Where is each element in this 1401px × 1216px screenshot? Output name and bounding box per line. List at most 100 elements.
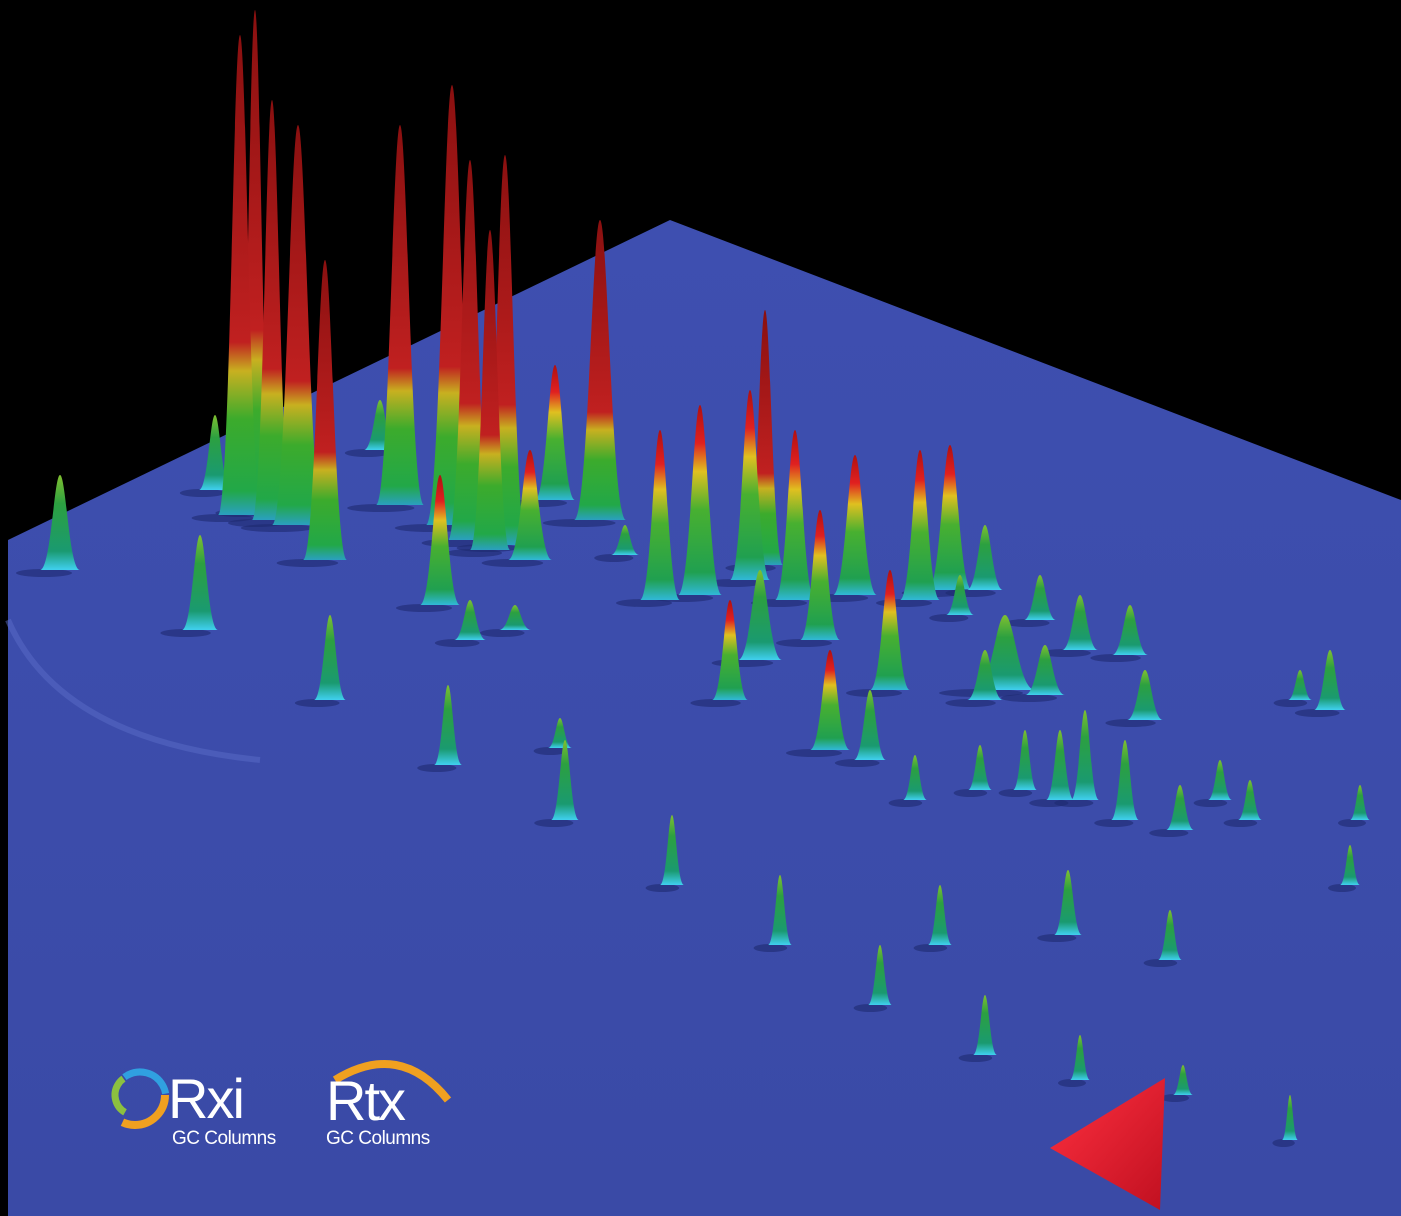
peak-shadow: [1273, 699, 1308, 707]
peak-shadow: [1029, 799, 1069, 807]
peak: [182, 535, 218, 630]
peak: [1166, 785, 1194, 830]
plane-edge: [5, 618, 261, 763]
peak-shadow: [1149, 829, 1189, 837]
peak: [640, 430, 680, 600]
peak: [660, 815, 684, 885]
peak: [1340, 845, 1360, 885]
peak: [199, 415, 231, 490]
peak: [252, 100, 292, 520]
peak: [1282, 1095, 1298, 1140]
peak: [499, 605, 531, 630]
peak: [1238, 780, 1262, 820]
peak: [1013, 730, 1037, 790]
peak-shadow: [1090, 654, 1141, 662]
logo-swirl: [101, 1061, 169, 1129]
peak-shadow: [16, 569, 72, 577]
peak: [1062, 595, 1098, 650]
logo-swirl: [111, 1071, 159, 1119]
peak-shadow: [1223, 819, 1258, 827]
peak-shadow: [690, 699, 741, 707]
peak: [833, 455, 877, 595]
peak: [470, 230, 510, 550]
peak: [738, 570, 782, 660]
peak: [946, 575, 974, 615]
peak: [434, 685, 462, 765]
peak-shadow: [1294, 709, 1340, 717]
peak: [218, 35, 262, 515]
peak-shadow: [1272, 1139, 1295, 1147]
logo-swirl: [110, 1068, 170, 1128]
peak-shadow: [913, 944, 948, 952]
peak: [1071, 710, 1099, 800]
peak: [1025, 645, 1065, 695]
peak: [967, 650, 1003, 700]
peak: [870, 570, 910, 690]
peak: [800, 510, 840, 640]
peak: [868, 945, 892, 1005]
peak: [420, 475, 460, 605]
peak-shadow: [446, 549, 502, 557]
peak-shadow: [853, 1004, 888, 1012]
peak-shadow: [534, 819, 574, 827]
peak-shadow: [945, 589, 996, 597]
peak: [730, 390, 770, 580]
peak-shadow: [179, 489, 225, 497]
peak-shadow: [533, 747, 568, 755]
peak: [611, 525, 639, 555]
peak-shadow: [160, 629, 211, 637]
peak: [1173, 1065, 1193, 1095]
peak-shadow: [1105, 719, 1156, 727]
peak: [508, 450, 552, 560]
logo-subtitle: GC Columns: [172, 1128, 276, 1149]
peak: [454, 600, 486, 640]
peak-shadow: [542, 519, 616, 527]
peak: [1208, 760, 1232, 800]
peak-shadow: [953, 789, 988, 797]
peak: [854, 690, 886, 760]
peak: [1054, 870, 1082, 935]
logo-name: Rxi: [168, 1067, 243, 1130]
peak-shadow: [434, 639, 480, 647]
peak-shadow: [786, 749, 842, 757]
peak: [1158, 910, 1182, 960]
peak: [551, 740, 579, 820]
peak: [1127, 670, 1163, 720]
peak: [1024, 575, 1056, 620]
peak-shadow: [1328, 884, 1356, 892]
peak: [376, 125, 424, 505]
peak: [1046, 730, 1074, 800]
peak-shadow: [1037, 934, 1077, 942]
logo-rxi: Rxi GC Columns: [101, 1061, 276, 1149]
peak-shadow: [645, 884, 680, 892]
peak: [40, 475, 80, 570]
peak-shadow: [1094, 819, 1134, 827]
peak: [1112, 605, 1148, 655]
peak: [903, 755, 927, 800]
peak-shadow: [1161, 1094, 1189, 1102]
peak: [1111, 740, 1139, 820]
peak-shadow: [394, 524, 468, 532]
logo-name: Rtx: [326, 1069, 406, 1132]
logo-rtx: Rtx GC Columns: [326, 1060, 452, 1149]
plane: [8, 220, 1401, 1216]
peak-shadow: [1040, 649, 1091, 657]
peak-shadow: [417, 764, 457, 772]
logo-arc: [332, 1060, 452, 1103]
peak-shadow: [1193, 799, 1228, 807]
peak-shadow: [1338, 819, 1366, 827]
peak: [712, 600, 748, 700]
peak-shadow: [347, 504, 415, 512]
peak-shadow: [1143, 959, 1178, 967]
peak-shadow: [1001, 694, 1057, 702]
peak-shadow: [481, 559, 544, 567]
peak: [574, 220, 626, 520]
peak-shadow: [753, 944, 788, 952]
peak: [1350, 785, 1370, 820]
peak: [303, 260, 347, 560]
peak-shadow: [1058, 1079, 1086, 1087]
peak: [900, 450, 940, 600]
peaks: [16, 10, 1370, 1147]
peak: [768, 875, 792, 945]
